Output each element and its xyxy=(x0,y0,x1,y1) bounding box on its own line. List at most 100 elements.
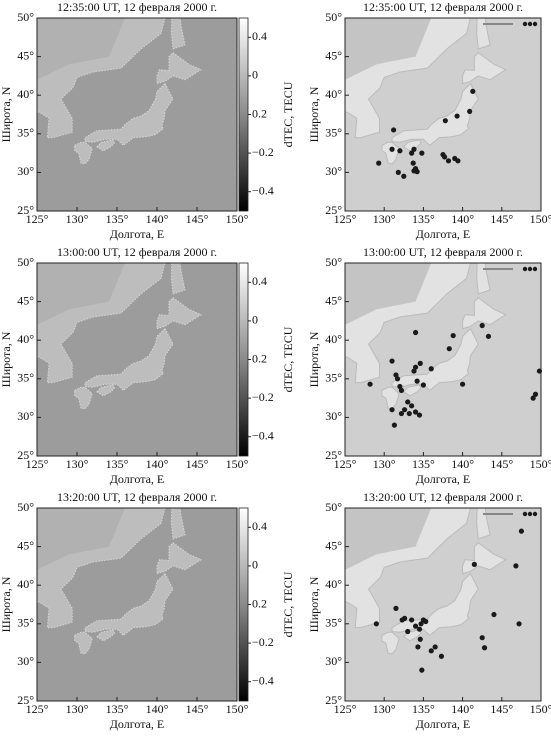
y-tick-label: 40° xyxy=(325,87,342,101)
land xyxy=(37,508,203,655)
panel-title: 13:20:00 UT, 12 февраля 2000 г. xyxy=(57,490,217,504)
y-tick-label: 50° xyxy=(17,255,34,269)
point xyxy=(423,618,429,625)
plot-frame xyxy=(344,262,542,457)
x-tick-label: 150° xyxy=(530,702,551,716)
point xyxy=(470,88,476,94)
y-tick-label: 35° xyxy=(17,371,34,385)
y-tick-label: 30° xyxy=(325,409,342,423)
panel-title: 13:20:00 UT, 12 февраля 2000 г. xyxy=(363,490,523,504)
x-axis-label: Долгота, E xyxy=(110,227,165,241)
point xyxy=(450,332,456,339)
panel: 13:20:00 UT, 12 февраля 2000 г. Долгота, … xyxy=(0,490,295,731)
land-shape xyxy=(84,82,174,147)
legend-marker xyxy=(532,21,538,27)
point xyxy=(518,528,525,534)
point xyxy=(516,621,522,627)
point xyxy=(394,376,401,382)
x-tick-label: 125° xyxy=(334,457,357,471)
point xyxy=(467,108,473,115)
x-tick-label: 130° xyxy=(66,457,89,471)
x-tick-label: 130° xyxy=(373,212,396,226)
point xyxy=(491,611,497,618)
land-shape xyxy=(462,52,507,85)
x-tick-label: 150° xyxy=(530,457,551,471)
y-tick-label: 45° xyxy=(17,538,34,552)
y-tick-label: 25° xyxy=(325,693,342,707)
highland xyxy=(345,263,432,325)
x-tick-label: 145° xyxy=(186,212,209,226)
land xyxy=(345,263,507,410)
highland xyxy=(37,263,125,325)
land-shape xyxy=(74,631,93,655)
colorbar-tick-label: 0.2 xyxy=(252,106,267,120)
point xyxy=(391,127,397,133)
x-tick-label: 140° xyxy=(451,212,474,226)
x-axis-label: Долгота, E xyxy=(416,717,471,731)
legend-marker xyxy=(527,266,533,272)
x-tick-label: 125° xyxy=(334,212,357,226)
x-tick-label: 130° xyxy=(66,702,89,716)
land-shape xyxy=(84,572,174,637)
point xyxy=(397,148,403,154)
colorbar xyxy=(238,507,249,702)
y-tick-label: 35° xyxy=(17,126,34,140)
x-tick-label: 150° xyxy=(226,702,249,716)
y-tick-label: 50° xyxy=(325,255,342,269)
highland xyxy=(37,18,125,80)
land-shape xyxy=(96,629,116,642)
plot-frame xyxy=(344,17,542,212)
point xyxy=(414,169,420,175)
y-tick-label: 40° xyxy=(325,577,342,591)
legend-text-stub xyxy=(483,513,513,515)
point xyxy=(460,381,466,387)
colorbar-tick-label: 0.4 xyxy=(252,29,267,43)
land-shape xyxy=(476,18,491,50)
y-axis-label: Широта, N xyxy=(307,86,321,142)
land-shape xyxy=(156,542,203,575)
land-shape xyxy=(476,508,491,540)
x-tick-label: 145° xyxy=(490,702,513,716)
colorbar-tick-label: 0.2 xyxy=(252,596,267,610)
point xyxy=(417,360,423,366)
y-tick-label: 50° xyxy=(17,500,34,514)
point xyxy=(389,358,395,364)
point xyxy=(401,407,408,413)
y-tick-label: 40° xyxy=(17,87,34,101)
land-shape xyxy=(96,384,116,397)
land-shape xyxy=(74,386,93,410)
land xyxy=(345,508,507,655)
y-tick-label: 40° xyxy=(325,332,342,346)
highland xyxy=(37,508,125,570)
x-tick-label: 130° xyxy=(66,212,89,226)
colorbar-tick-label: 0 xyxy=(252,313,258,327)
panel: 12:35:00 UT, 12 февраля 2000 г. Долгота, … xyxy=(0,0,295,241)
y-axis-label: Широта, N xyxy=(0,576,13,632)
point xyxy=(438,653,445,659)
y-tick-label: 30° xyxy=(325,164,342,178)
panel-title: 12:35:00 UT, 12 февраля 2000 г. xyxy=(57,0,217,14)
point xyxy=(416,412,423,418)
x-tick-label: 145° xyxy=(186,457,209,471)
point xyxy=(412,329,419,336)
point xyxy=(391,422,397,428)
legend-text-stub xyxy=(483,268,513,270)
y-tick-label: 25° xyxy=(17,203,34,217)
y-tick-label: 35° xyxy=(17,616,34,630)
legend-marker xyxy=(527,21,533,27)
panel: 12:35:00 UT, 12 февраля 2000 г. Долгота, … xyxy=(307,0,551,241)
point xyxy=(406,410,412,417)
point xyxy=(481,645,488,651)
point xyxy=(441,154,448,160)
x-tick-label: 125° xyxy=(26,457,49,471)
y-axis-label: Широта, N xyxy=(307,576,321,632)
y-tick-label: 45° xyxy=(17,48,34,62)
x-tick-label: 140° xyxy=(146,702,169,716)
x-tick-label: 140° xyxy=(146,212,169,226)
colorbar-label: dTEC, TECU xyxy=(281,571,295,637)
land-shape xyxy=(170,508,186,540)
x-tick-label: 125° xyxy=(26,212,49,226)
x-tick-label: 150° xyxy=(530,212,551,226)
